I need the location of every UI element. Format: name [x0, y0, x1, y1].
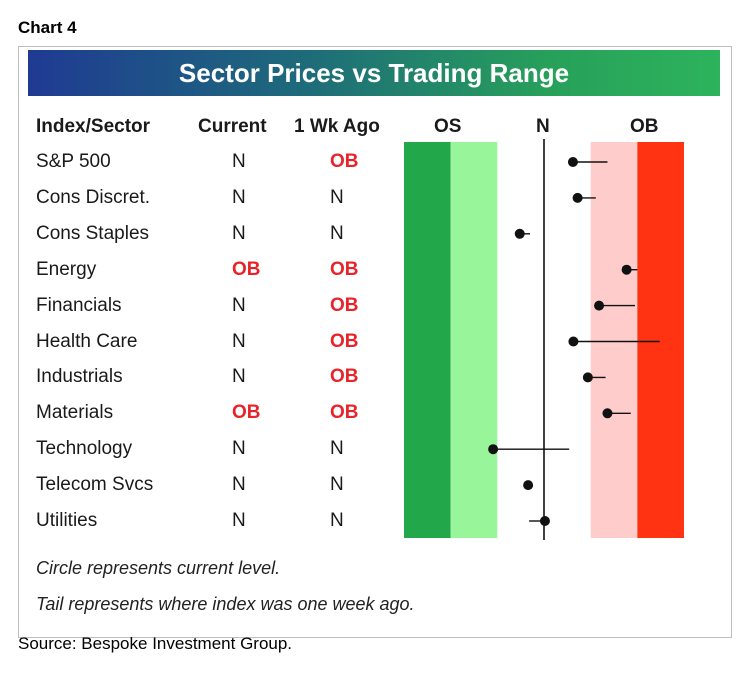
- band-os-1: [450, 142, 498, 538]
- sector-name: Telecom Svcs: [36, 474, 154, 496]
- current-level-dot: [488, 444, 499, 455]
- week-ago-status: N: [330, 510, 344, 531]
- current-status: N: [232, 474, 246, 496]
- week-ago-status: OB: [330, 258, 359, 280]
- week-ago-status: N: [330, 474, 344, 496]
- week-ago-status: N: [330, 438, 344, 460]
- week-ago-status: OB: [330, 366, 359, 388]
- current-level-dot: [594, 300, 605, 311]
- current-status: N: [232, 510, 246, 531]
- current-level-dot: [602, 408, 613, 419]
- week-ago-status: OB: [330, 330, 359, 352]
- footnote-circle: Circle represents current level.: [36, 558, 281, 578]
- current-status: N: [232, 151, 246, 172]
- current-status: OB: [232, 402, 261, 424]
- week-ago-status: OB: [330, 294, 359, 316]
- chart-label: Chart 4: [18, 18, 77, 37]
- current-level-dot: [523, 480, 534, 491]
- sector-name: Energy: [36, 258, 97, 280]
- chart-title: Sector Prices vs Trading Range: [178, 57, 570, 88]
- current-status: N: [232, 186, 246, 208]
- current-status: N: [232, 330, 246, 352]
- current-level-dot: [572, 192, 583, 203]
- chart-frame: [18, 46, 732, 638]
- header-ob: OB: [630, 116, 659, 137]
- sector-name: Industrials: [36, 366, 123, 388]
- band-os-0: [404, 142, 451, 538]
- current-level-dot: [514, 228, 525, 239]
- sector-name: Financials: [36, 294, 122, 316]
- week-ago-status: OB: [330, 151, 359, 172]
- footnote-tail: Tail represents where index was one week…: [36, 594, 415, 614]
- band-ob-2: [590, 142, 638, 538]
- current-status: N: [232, 222, 246, 244]
- current-status: N: [232, 294, 246, 316]
- header-n: N: [536, 116, 550, 137]
- title-bar: Sector Prices vs Trading Range: [28, 50, 720, 96]
- current-level-dot: [567, 157, 578, 167]
- current-level-dot: [539, 516, 550, 526]
- header-current: Current: [198, 116, 267, 137]
- source-note: Source: Bespoke Investment Group.: [18, 634, 293, 653]
- header-os: OS: [434, 116, 462, 137]
- current-status: N: [232, 438, 246, 460]
- sector-name: Materials: [36, 402, 114, 424]
- week-ago-status: N: [330, 222, 344, 244]
- week-ago-status: N: [330, 186, 344, 208]
- current-level-dot: [582, 372, 593, 383]
- current-status: OB: [232, 258, 261, 280]
- sector-name: Health Care: [36, 330, 138, 352]
- current-level-dot: [621, 264, 632, 275]
- sector-name: Cons Discret.: [36, 186, 151, 208]
- week-ago-status: OB: [330, 402, 359, 424]
- sector-name: Cons Staples: [36, 222, 150, 244]
- current-status: N: [232, 366, 246, 388]
- sector-name: Utilities: [36, 510, 98, 531]
- sector-name: Technology: [36, 438, 133, 460]
- header-sector: Index/Sector: [36, 116, 151, 137]
- sector-name: S&P 500: [36, 151, 111, 172]
- header-week-ago: 1 Wk Ago: [294, 116, 380, 137]
- current-level-dot: [568, 336, 579, 347]
- band-ob-3: [637, 142, 684, 538]
